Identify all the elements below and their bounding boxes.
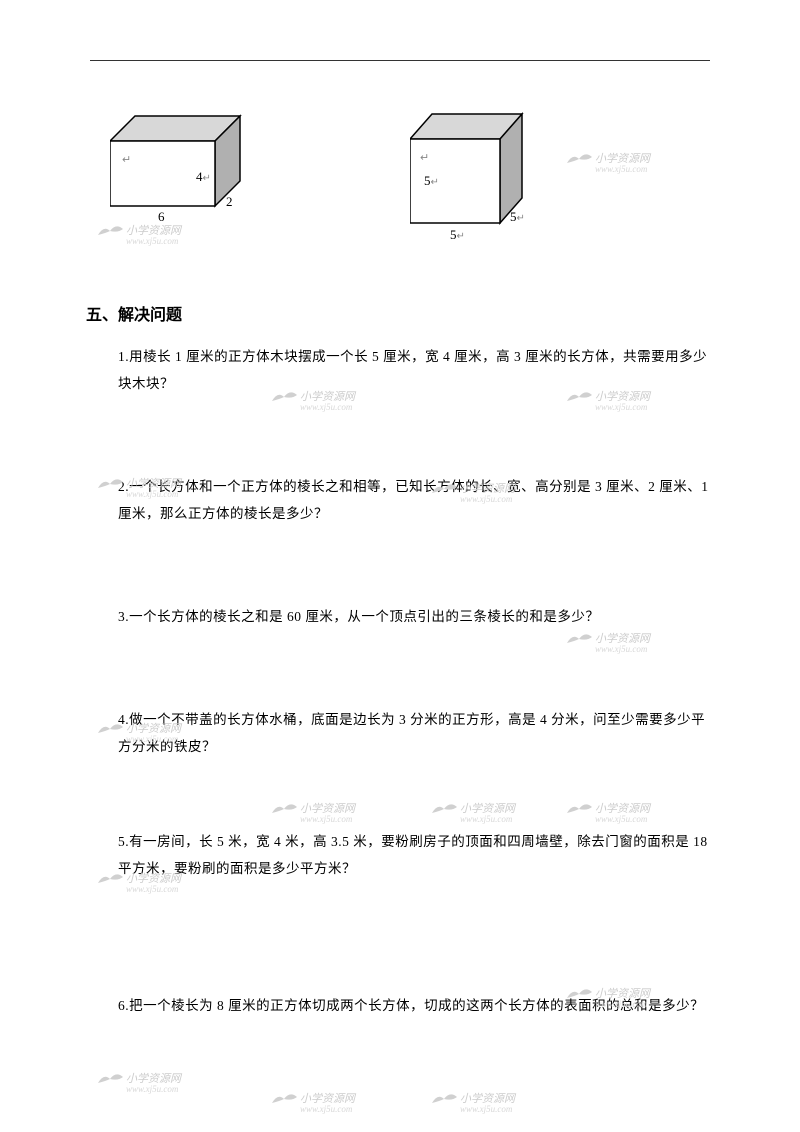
question-3: 3.一个长方体的棱长之和是 60 厘米，从一个顶点引出的三条棱长的和是多少？: [118, 603, 710, 630]
marker-icon: ↵: [122, 153, 131, 166]
cube-front-label: 5↵: [424, 173, 439, 189]
question-6: 6.把一个棱长为 8 厘米的正方体切成两个长方体，切成的这两个长方体的表面积的总…: [118, 992, 710, 1019]
cuboid-diagram: ↵ 4↵ 2 6: [110, 111, 270, 251]
section-heading: 五、解决问题: [86, 301, 710, 325]
cuboid-width-label: 2: [226, 194, 233, 210]
cuboid-svg: [110, 111, 270, 231]
cube-right-label: 5↵: [510, 209, 525, 225]
question-4: 4.做一个不带盖的长方体水桶，底面是边长为 3 分米的正方形，高是 4 分米，问…: [118, 706, 710, 760]
cube-bottom-label: 5↵: [450, 227, 465, 243]
question-2: 2.一个长方体和一个正方体的棱长之和相等，已知长方体的长、宽、高分别是 3 厘米…: [118, 473, 710, 527]
cuboid-length-label: 6: [158, 209, 165, 225]
diagram-row: ↵ 4↵ 2 6 ↵ 5↵ 5↵ 5↵: [110, 111, 710, 251]
section-number: 五、: [86, 307, 118, 324]
horizontal-rule: [90, 60, 710, 61]
page-content: ↵ 4↵ 2 6 ↵ 5↵ 5↵ 5↵ 五、解决问题 1.用棱长 1 厘米的正方…: [90, 60, 710, 1095]
marker-icon: ↵: [420, 151, 429, 164]
cube-diagram: ↵ 5↵ 5↵ 5↵: [410, 111, 570, 251]
section-title-text: 解决问题: [118, 307, 182, 324]
question-1: 1.用棱长 1 厘米的正方体木块摆成一个长 5 厘米，宽 4 厘米，高 3 厘米…: [118, 343, 710, 397]
question-5: 5.有一房间，长 5 米，宽 4 米，高 3.5 米，要粉刷房子的顶面和四周墙壁…: [118, 828, 710, 882]
cuboid-height-label: 4↵: [196, 169, 211, 185]
